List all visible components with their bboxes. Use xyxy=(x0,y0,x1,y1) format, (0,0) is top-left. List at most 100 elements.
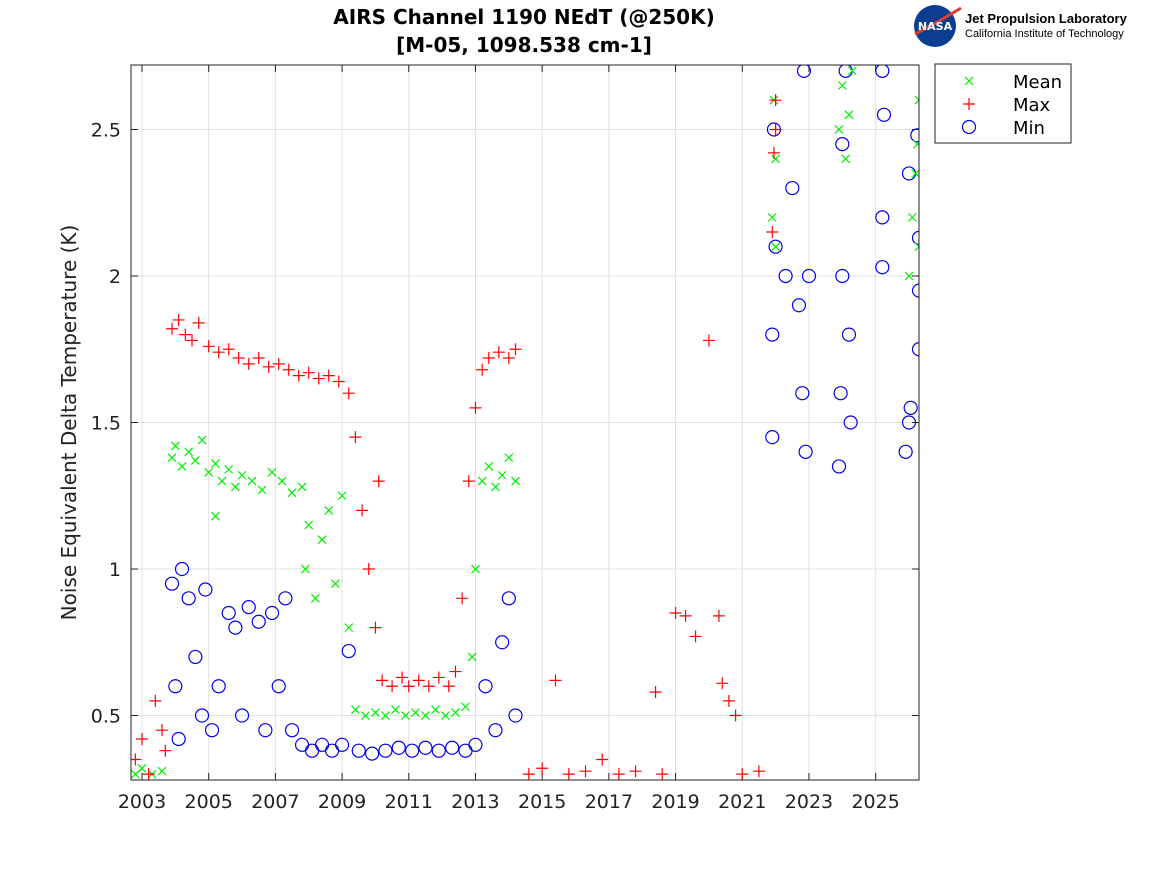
mean-point xyxy=(471,564,480,574)
max-point xyxy=(702,334,715,347)
min-point xyxy=(171,731,186,747)
min-point xyxy=(765,430,780,445)
mean-point xyxy=(210,511,220,521)
mean-point xyxy=(247,476,257,486)
mean-point xyxy=(371,708,380,718)
min-point xyxy=(898,444,913,459)
max-point xyxy=(679,609,692,622)
min-point xyxy=(875,210,890,225)
max-point xyxy=(689,630,702,643)
mean-point xyxy=(914,95,919,105)
mean-point xyxy=(277,476,287,486)
mean-point xyxy=(137,763,147,773)
min-point xyxy=(911,342,919,357)
x-tick-label: 2025 xyxy=(851,791,899,813)
min-point xyxy=(875,65,890,78)
mean-point xyxy=(491,482,500,492)
logo-org: Jet Propulsion Laboratory xyxy=(965,11,1127,26)
min-point xyxy=(418,740,433,755)
max-point xyxy=(166,322,179,335)
logo-sub: California Institute of Technology xyxy=(965,28,1124,40)
min-point xyxy=(495,635,510,650)
y-tick-label: 2 xyxy=(109,266,121,288)
max-point xyxy=(656,768,669,780)
min-point xyxy=(903,400,918,415)
mean-point xyxy=(841,154,851,164)
min-point xyxy=(251,614,266,629)
x-tick-label: 2017 xyxy=(585,791,633,813)
chart-title-line: [M-05, 1098.538 cm-1] xyxy=(396,33,652,57)
min-point xyxy=(181,591,196,606)
mean-point xyxy=(914,242,919,252)
max-point xyxy=(712,609,725,622)
min-point xyxy=(271,679,286,694)
mean-point xyxy=(204,467,214,477)
max-point xyxy=(262,360,275,373)
mean-point xyxy=(297,482,307,492)
min-point xyxy=(211,679,226,694)
mean-point xyxy=(190,456,200,466)
max-point xyxy=(222,343,235,356)
min-point xyxy=(264,605,280,621)
mean-point xyxy=(421,711,430,720)
mean-point xyxy=(210,459,220,468)
min-point xyxy=(468,737,483,752)
max-point xyxy=(579,765,592,778)
min-point xyxy=(791,298,807,313)
max-point xyxy=(396,671,409,684)
mean-point xyxy=(771,154,781,164)
mean-point xyxy=(907,212,917,222)
max-point xyxy=(752,765,765,778)
min-point xyxy=(168,679,183,694)
min-point xyxy=(478,679,493,694)
min-point xyxy=(876,107,892,122)
min-point xyxy=(488,723,503,738)
min-point xyxy=(901,415,917,430)
min-point xyxy=(765,327,780,342)
min-point xyxy=(843,415,858,430)
max-point xyxy=(769,94,782,107)
mean-point xyxy=(847,66,857,76)
mean-point xyxy=(484,462,494,471)
min-point xyxy=(778,268,793,284)
max-point xyxy=(629,765,642,778)
mean-point xyxy=(912,139,919,149)
min-point xyxy=(378,743,393,758)
mean-point xyxy=(177,462,187,471)
x-tick-label: 2015 xyxy=(518,791,566,813)
max-point xyxy=(186,334,199,347)
min-point xyxy=(833,386,848,401)
max-point xyxy=(292,369,305,382)
max-point xyxy=(349,431,362,444)
max-point xyxy=(362,563,375,576)
mean-point xyxy=(844,110,854,120)
max-point xyxy=(549,674,562,687)
max-point xyxy=(369,621,382,634)
min-point xyxy=(334,737,350,752)
mean-point xyxy=(401,711,410,720)
min-point xyxy=(234,708,250,723)
mean-point xyxy=(467,652,477,662)
max-point xyxy=(767,146,780,159)
min-point xyxy=(431,743,446,758)
x-tick-label: 2019 xyxy=(651,791,699,813)
mean-point xyxy=(167,453,177,463)
max-point xyxy=(502,352,515,365)
max-point xyxy=(469,401,482,414)
min-point xyxy=(221,605,236,621)
max-point xyxy=(456,592,469,605)
y-axis-label: Noise Equivalent Delta Temperature (K) xyxy=(57,225,81,621)
y-tick-label: 0.5 xyxy=(91,706,121,728)
max-point xyxy=(376,674,389,687)
x-tick-label: 2021 xyxy=(718,791,766,813)
max-point xyxy=(332,375,345,388)
max-point xyxy=(596,753,609,766)
min-point xyxy=(284,723,300,738)
min-point xyxy=(831,459,847,474)
max-point xyxy=(402,680,415,693)
mean-point xyxy=(170,441,180,451)
min-point xyxy=(164,576,180,591)
max-point xyxy=(766,226,779,239)
max-point xyxy=(422,680,435,693)
min-point xyxy=(194,708,210,723)
